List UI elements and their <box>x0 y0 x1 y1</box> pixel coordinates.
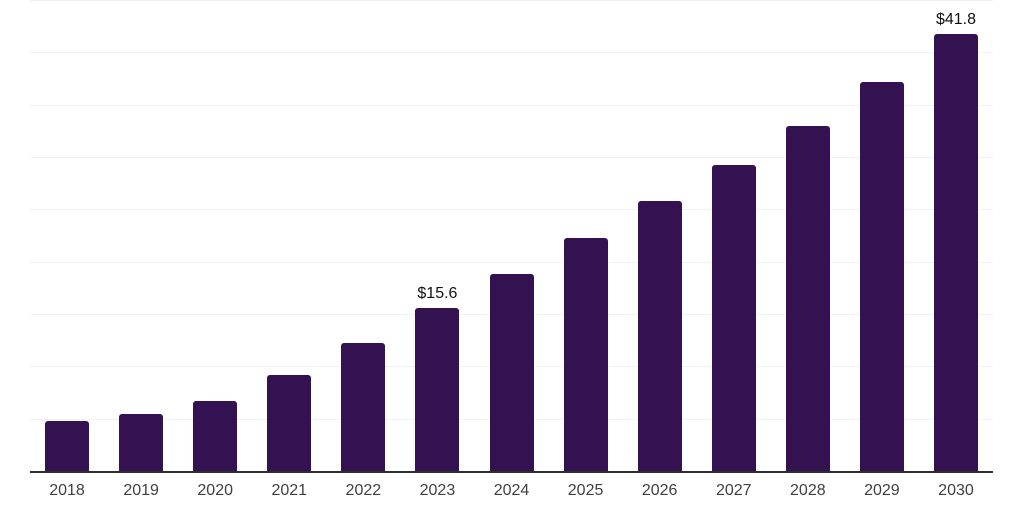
x-tick-label-2021: 2021 <box>271 482 308 499</box>
bar-2027 <box>711 165 756 471</box>
x-tick-label-2026: 2026 <box>641 482 678 499</box>
bar-band-2029 <box>845 0 919 471</box>
gridline <box>30 261 993 263</box>
x-tick-label-2019: 2019 <box>123 482 159 499</box>
bar-2026 <box>637 200 682 471</box>
bar-band-2018 <box>30 0 104 471</box>
x-tick-label-2018: 2018 <box>49 482 85 499</box>
bar-2020 <box>193 400 238 471</box>
bar-2018 <box>45 420 90 471</box>
gridline <box>30 104 993 106</box>
gridline <box>30 157 993 158</box>
bar-2022 <box>341 343 386 471</box>
x-tick-label-2027: 2027 <box>715 482 752 499</box>
bar-band-2024 <box>474 0 548 471</box>
bars: $15.6 $41.8 <box>30 0 993 471</box>
x-tick-label-2025: 2025 <box>567 482 604 499</box>
gridline <box>30 209 993 211</box>
bar-2028 <box>785 125 830 471</box>
plot-area: $15.6 $41.8 <box>30 0 993 473</box>
bar-2023 <box>415 307 460 471</box>
bar-band-2019 <box>104 0 178 471</box>
x-tick-label-2023: 2023 <box>419 482 456 499</box>
bar-band-2028 <box>771 0 845 471</box>
bar-band-2027 <box>697 0 771 471</box>
x-tick-label-2028: 2028 <box>790 482 826 499</box>
bar-value-label-2030: $41.8 <box>935 10 976 28</box>
bar-2021 <box>267 374 312 471</box>
x-axis-labels: 2018 2019 2020 2021 2022 2023 2024 2025 2026 2027… <box>30 481 993 501</box>
bar-2019 <box>119 414 164 471</box>
x-tick-label-2029: 2029 <box>864 482 900 499</box>
bar-band-2022 <box>326 0 400 471</box>
bar-band-2021 <box>252 0 326 471</box>
bar-band-2030: $41.8 <box>919 0 993 471</box>
bar-2024 <box>489 274 534 471</box>
bar-2025 <box>563 237 608 471</box>
gridline <box>30 52 993 54</box>
bar-band-2026 <box>623 0 697 471</box>
bar-2029 <box>859 81 904 471</box>
x-tick-label-2030: 2030 <box>938 482 974 499</box>
bar-value-label-2023: $15.6 <box>417 284 458 302</box>
x-tick-label-2024: 2024 <box>493 482 530 499</box>
bar-band-2023: $15.6 <box>400 0 474 471</box>
bar-band-2025 <box>549 0 623 471</box>
bar-band-2020 <box>178 0 252 471</box>
gridline <box>30 0 993 1</box>
bar-2030 <box>933 33 978 471</box>
x-tick-label-2022: 2022 <box>345 482 382 499</box>
x-axis-line <box>30 471 993 473</box>
x-tick-label-2020: 2020 <box>197 482 233 499</box>
